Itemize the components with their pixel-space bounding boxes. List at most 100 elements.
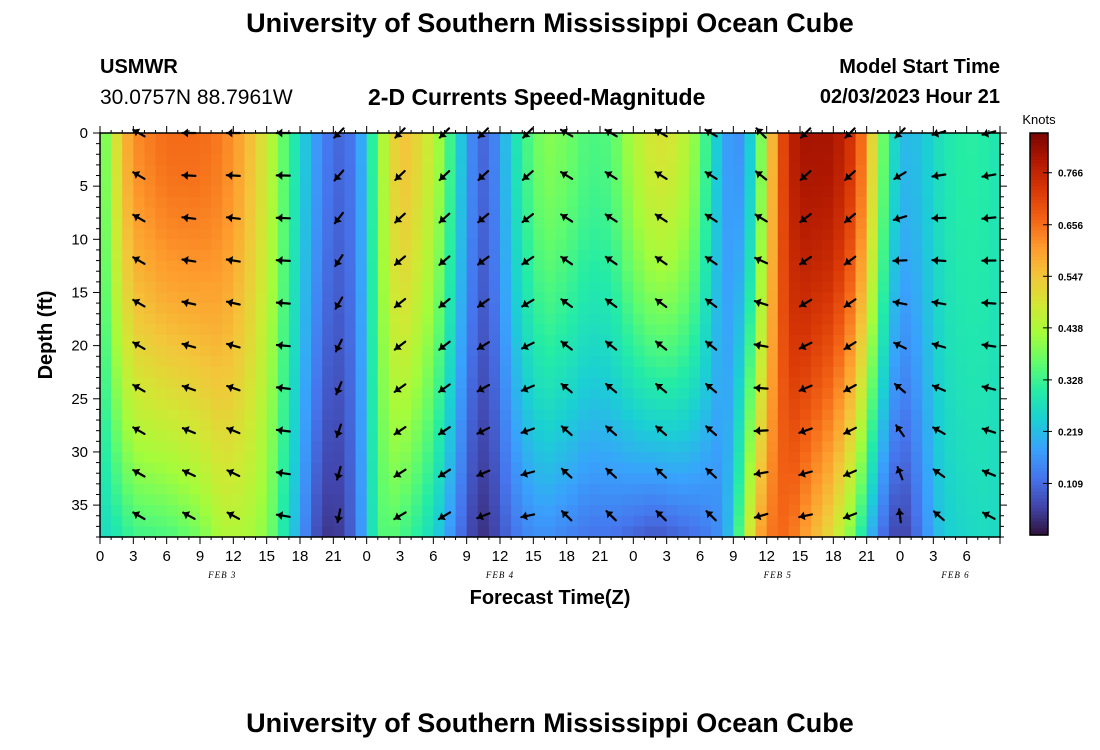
- heatmap-cell: [100, 526, 112, 538]
- heatmap-cell: [533, 345, 546, 357]
- heatmap-cell: [755, 483, 768, 496]
- heatmap-cell: [811, 409, 823, 421]
- heatmap-cell: [300, 388, 312, 400]
- heatmap-cell: [344, 292, 357, 304]
- heatmap-cell: [244, 281, 257, 294]
- heatmap-cell: [888, 196, 901, 209]
- heatmap-cell: [166, 154, 179, 166]
- heatmap-cell: [866, 303, 879, 315]
- x-tick-label: 9: [729, 548, 737, 565]
- heatmap-cell: [655, 186, 668, 198]
- heatmap-cell: [711, 377, 723, 389]
- heatmap-cell: [755, 356, 768, 368]
- heatmap-cell: [211, 228, 223, 240]
- heatmap-cell: [777, 441, 790, 453]
- heatmap-cell: [677, 515, 690, 527]
- heatmap-cell: [933, 164, 946, 177]
- heatmap-cell: [688, 313, 701, 325]
- heatmap-cell: [188, 154, 201, 166]
- current-arrow: [604, 213, 618, 223]
- date-label: FEB 5: [763, 570, 792, 580]
- heatmap-cell: [555, 324, 568, 336]
- heatmap-cell: [433, 249, 446, 262]
- heatmap-cell: [533, 143, 546, 155]
- heatmap-cell: [566, 164, 579, 177]
- heatmap-cell: [644, 430, 657, 442]
- heatmap-cell: [233, 239, 246, 251]
- heatmap-cell: [500, 388, 512, 400]
- heatmap-cell: [477, 451, 490, 464]
- heatmap-cell: [411, 249, 423, 262]
- current-arrow: [521, 213, 535, 224]
- heatmap-cell: [222, 409, 234, 421]
- heatmap-cell: [733, 260, 746, 272]
- heatmap-cell: [477, 462, 490, 474]
- heatmap-cell: [922, 515, 934, 527]
- heatmap-cell: [944, 483, 957, 496]
- heatmap-cell: [866, 143, 879, 155]
- heatmap-cell: [933, 218, 946, 230]
- heatmap-cell: [988, 398, 1001, 411]
- heatmap-cell: [433, 154, 446, 166]
- heatmap-cell: [433, 324, 446, 336]
- heatmap-cell: [411, 186, 423, 198]
- heatmap-cell: [644, 281, 657, 294]
- heatmap-cell: [277, 249, 290, 262]
- heatmap-cell: [233, 335, 246, 347]
- heatmap-cell: [822, 271, 834, 283]
- heatmap-cell: [244, 494, 257, 506]
- heatmap-cell: [655, 441, 668, 453]
- heatmap-cell: [188, 164, 201, 177]
- heatmap-cell: [922, 154, 934, 166]
- heatmap-cell: [733, 164, 746, 177]
- heatmap-cell: [566, 420, 579, 432]
- heatmap-cell: [722, 164, 734, 177]
- heatmap-cell: [555, 175, 568, 187]
- heatmap-cell: [100, 313, 112, 325]
- heatmap-cell: [433, 335, 446, 347]
- heatmap-cell: [177, 324, 190, 336]
- heatmap-cell: [433, 420, 446, 432]
- heatmap-cell: [355, 388, 368, 400]
- heatmap-cell: [400, 324, 412, 336]
- heatmap-cell: [588, 143, 601, 155]
- heatmap-cell: [900, 335, 912, 347]
- heatmap-cell: [244, 451, 257, 464]
- heatmap-cell: [466, 175, 479, 187]
- heatmap-cell: [877, 473, 890, 485]
- heatmap-cell: [377, 239, 390, 251]
- heatmap-cell: [522, 196, 534, 209]
- heatmap-cell: [511, 366, 523, 379]
- heatmap-cell: [633, 281, 646, 294]
- heatmap-cell: [888, 303, 901, 315]
- heatmap-cell: [155, 303, 168, 315]
- heatmap-cell: [355, 430, 368, 442]
- heatmap-cell: [288, 271, 301, 283]
- heatmap-cell: [644, 324, 657, 336]
- heatmap-cell: [511, 377, 523, 389]
- heatmap-cell: [744, 335, 757, 347]
- heatmap-cell: [500, 462, 512, 474]
- heatmap-cell: [433, 292, 446, 304]
- heatmap-cell: [366, 335, 379, 347]
- footer-title: University of Southern Mississippi Ocean…: [246, 708, 854, 738]
- heatmap-cell: [900, 515, 912, 527]
- heatmap-cell: [144, 377, 157, 389]
- heatmap-cell: [422, 356, 434, 368]
- heatmap-cell: [711, 133, 723, 145]
- heatmap-cell: [200, 462, 212, 474]
- heatmap-cell: [488, 441, 501, 453]
- heatmap-cell: [244, 526, 257, 538]
- heatmap-cell: [766, 207, 779, 219]
- heatmap-cell: [800, 164, 812, 177]
- heatmap-cell: [288, 494, 301, 506]
- heatmap-cell: [800, 345, 812, 357]
- heatmap-cell: [988, 462, 1001, 474]
- current-arrow: [521, 255, 535, 266]
- heatmap-cell: [666, 239, 679, 251]
- heatmap-cell: [688, 164, 701, 177]
- heatmap-cell: [233, 133, 246, 145]
- heatmap-cell: [866, 526, 879, 538]
- heatmap-cell: [233, 409, 246, 421]
- current-arrow: [842, 511, 858, 521]
